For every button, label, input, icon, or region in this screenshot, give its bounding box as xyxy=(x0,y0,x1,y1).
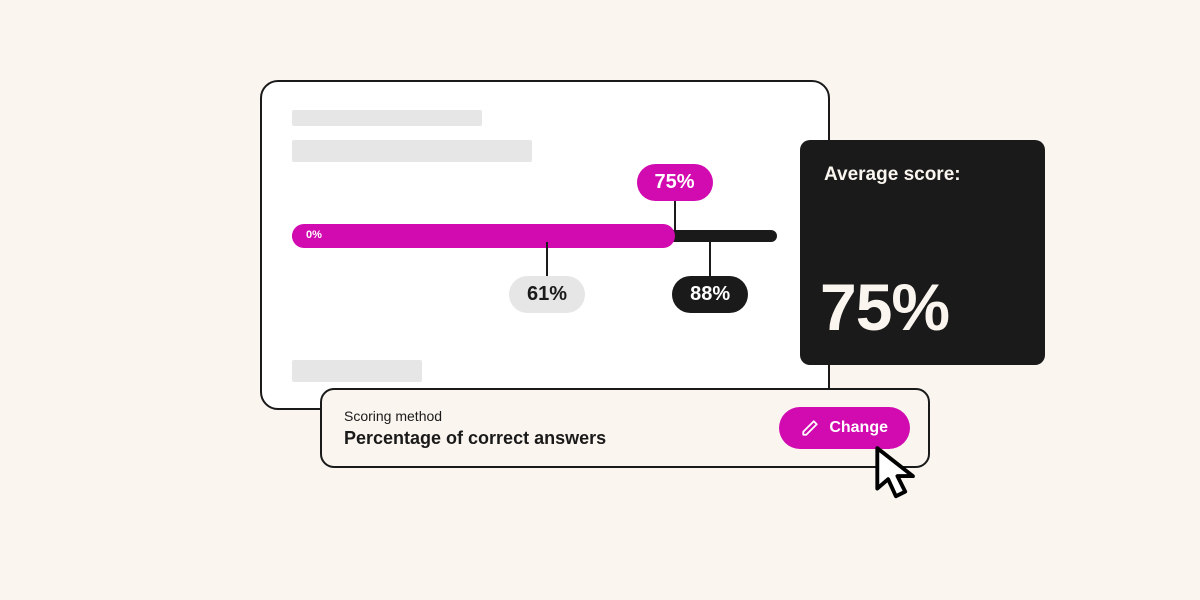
marker-pill-lower: 61% xyxy=(509,276,585,313)
scoring-method-label: Scoring method xyxy=(344,408,606,424)
marker-label: 61% xyxy=(527,283,567,305)
score-distribution-card: 0% 75% 61% 88% xyxy=(260,80,830,410)
score-progress: 0% 75% 61% 88% xyxy=(292,224,798,248)
marker-pill-upper: 88% xyxy=(672,276,748,313)
marker-connector-upper xyxy=(709,242,711,276)
skeleton-line xyxy=(292,110,482,126)
scoring-method-value: Percentage of correct answers xyxy=(344,428,606,449)
scoring-method-bar: Scoring method Percentage of correct ans… xyxy=(320,388,930,468)
average-score-value: 75% xyxy=(820,269,949,345)
skeleton-line xyxy=(292,360,422,382)
pencil-icon xyxy=(801,419,819,437)
progress-zero-label: 0% xyxy=(306,229,322,241)
marker-label: 75% xyxy=(654,171,694,193)
change-button-label: Change xyxy=(829,419,888,437)
marker-pill-avg: 75% xyxy=(636,164,712,201)
change-button[interactable]: Change xyxy=(779,407,910,449)
average-score-title: Average score: xyxy=(824,164,1021,186)
marker-label: 88% xyxy=(690,283,730,305)
scoring-method-text: Scoring method Percentage of correct ans… xyxy=(344,408,606,449)
progress-fill xyxy=(292,224,675,248)
skeleton-line xyxy=(292,140,532,162)
marker-connector-avg xyxy=(674,200,676,230)
marker-connector-lower xyxy=(546,242,548,276)
average-score-card: Average score: 75% xyxy=(800,140,1045,365)
